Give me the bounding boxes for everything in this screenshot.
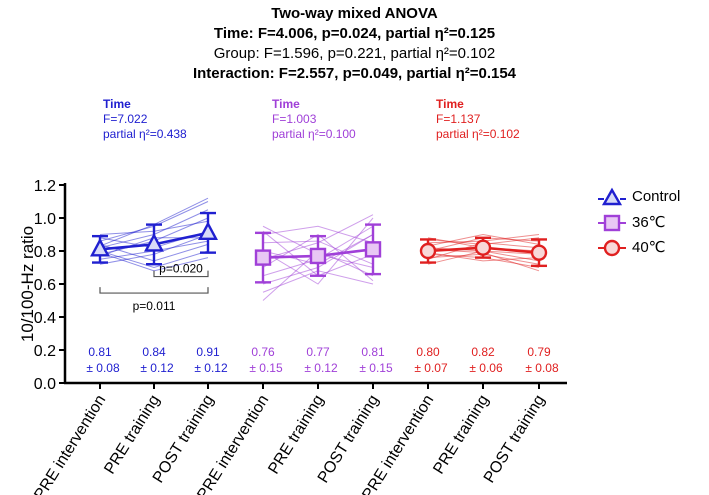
mean-point-control [90,237,110,257]
mean-point-c40 [474,239,492,256]
y-tick-label: 1.0 [34,211,56,228]
mean-point-c36 [364,241,382,258]
annotation-36c-eta: partial η²=0.100 [272,127,356,141]
mean-point-c36 [254,249,272,266]
significance-bracket [99,287,209,294]
significance-bracket [153,270,209,278]
anova-time-line: Time: F=4.006, p=0.024, partial η²=0.125 [213,25,496,42]
sd-label-c40: ± 0.08 [525,361,559,375]
mean-point-c40 [419,242,437,260]
legend-square-icon [603,214,621,232]
annotation-36c-title: Time [272,97,300,111]
sd-label-c40: ± 0.06 [469,361,503,375]
annotation-control-title: Time [103,97,131,111]
y-tick-label: 0.2 [34,343,56,360]
mean-label-c40: 0.82 [471,345,495,359]
annotation-40c-title: Time [436,97,464,111]
x-tick-label: POST training [481,392,549,486]
annotation-40c: Time F=1.137 partial η²=0.102 [436,97,520,142]
mean-point-c36 [309,247,327,265]
mean-label-control: 0.84 [142,345,166,359]
x-tick-label: PRE intervention [31,392,109,495]
legend-label-40c: 40℃ [632,239,666,256]
mean-point-c40 [530,244,548,261]
anova-group-line: Group: F=1.596, p=0.221, partial η²=0.10… [213,45,496,62]
legend-label-36c: 36℃ [632,214,666,231]
x-tick-label: PRE training [101,392,163,477]
sd-label-control: ± 0.12 [140,361,174,375]
mean-label-control: 0.81 [88,345,112,359]
mean-label-control: 0.91 [196,345,220,359]
legend-label-control: Control [632,188,681,205]
y-tick-label: 1.2 [34,178,56,195]
y-axis-label: 10/100-Hz ratio [18,226,37,342]
sd-label-c40: ± 0.07 [414,361,448,375]
y-tick-label: 0.4 [34,310,56,327]
mean-point-control [198,221,218,241]
legend-circle-icon [603,239,621,257]
mean-label-c36: 0.76 [251,345,275,359]
individual-line-c36 [262,225,374,244]
significance-label: p=0.020 [159,262,203,276]
individual-line-c40 [427,233,540,247]
annotation-control: Time F=7.022 partial η²=0.438 [103,97,187,142]
mean-label-c36: 0.77 [306,345,330,359]
individual-line-c40 [427,252,540,262]
sd-label-c36: ± 0.15 [359,361,393,375]
anova-interaction-line: Interaction: F=2.557, p=0.049, partial η… [192,65,517,82]
y-tick-label: 0.6 [34,277,56,294]
annotation-40c-eta: partial η²=0.102 [436,127,520,141]
x-tick-label: PRE training [265,392,327,477]
individual-line-c36 [262,217,374,285]
y-tick-label: 0.0 [34,376,56,393]
x-tick-label: PRE training [430,392,492,477]
sd-label-c36: ± 0.12 [304,361,338,375]
mean-label-c36: 0.81 [361,345,385,359]
annotation-control-f: F=7.022 [103,112,148,126]
mean-label-c40: 0.80 [416,345,440,359]
sd-label-control: ± 0.12 [194,361,228,375]
annotation-control-eta: partial η²=0.438 [103,127,187,141]
sd-label-c36: ± 0.15 [249,361,283,375]
y-tick-label: 0.8 [34,244,56,261]
legend-triangle-icon [601,187,623,206]
chart-title: Two-way mixed ANOVA [271,5,438,22]
mean-label-c40: 0.79 [527,345,551,359]
annotation-36c: Time F=1.003 partial η²=0.100 [272,97,356,142]
sd-label-control: ± 0.08 [86,361,120,375]
mean-point-control [144,232,164,252]
individual-line-control [99,250,209,269]
annotation-36c-f: F=1.003 [272,112,317,126]
annotation-40c-f: F=1.137 [436,112,481,126]
significance-label: p=0.011 [133,299,176,313]
